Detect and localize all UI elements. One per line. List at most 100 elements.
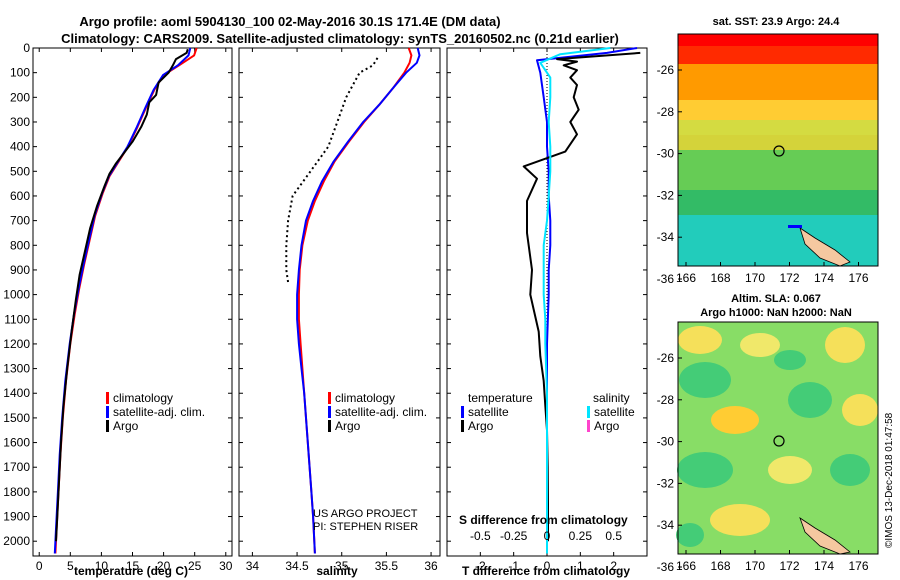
sla-blob [740,333,780,357]
sla-blob [830,454,870,486]
depth-tick-label: 1400 [3,386,30,400]
legend-swatch-s-argo [587,420,590,432]
sla-blob [788,382,832,418]
map-y-tick-label: -28 [657,393,675,407]
legend-s-argo: Argo [594,419,620,433]
title-line2: Climatology: CARS2009. Satellite-adjuste… [61,31,619,46]
map-x-tick-label: 172 [779,559,799,573]
x-tick-label: 0 [544,559,551,573]
legend-swatch-climatology [328,392,331,404]
sst-land [799,227,851,267]
temperature-legend: climatology satellite-adj. clim. Argo [106,391,205,433]
depth-tick-label: 2000 [3,534,30,548]
legend-argo: Argo [113,419,139,433]
legend-temperature-title: temperature [468,391,533,405]
x-tick-label: 34.5 [285,559,309,573]
depth-tick-label: 1600 [3,436,30,450]
sla-blob [825,327,865,363]
credit-line2: PI: STEPHEN RISER [313,521,418,533]
map-x-tick-label: 176 [848,271,868,285]
salinity-legend: climatology satellite-adj. clim. Argo [328,391,427,433]
s-difference-ticks: -0.5 -0.25 0 0.25 0.5 [470,529,622,543]
sst-map [677,33,879,267]
depth-tick-label: 600 [10,189,30,203]
series-line-s-satellite [539,47,611,554]
sla-map-title2: Argo h1000: NaN h2000: NaN [700,307,852,319]
x-tick-label: 30 [219,559,233,573]
sla-blob [774,350,806,370]
legend-swatch-argo [328,420,331,432]
x-tick-label: 1 [577,559,584,573]
imos-stamp: ©IMOS 13-Dec-2018 01:47:58 [884,412,895,548]
sla-blob [676,523,704,547]
s-diff-tick-label: 0.25 [569,529,593,543]
x-tick-label: 5 [67,559,74,573]
sla-blob [842,394,878,426]
map-x-tick-label: 174 [814,559,834,573]
map-x-tick-label: 172 [779,271,799,285]
map-x-tick-label: 174 [814,271,834,285]
depth-tick-label: 800 [10,238,30,252]
legend-swatch-satellite [106,406,109,418]
sla-blob [711,406,759,434]
sla-blob [679,362,731,398]
map-y-tick-label: -28 [657,105,675,119]
series-line-argo [285,57,379,283]
credit-line1: US ARGO PROJECT [313,508,418,520]
x-tick-label: -2 [475,559,486,573]
sla-blob [768,456,812,484]
x-tick-label: -1 [508,559,519,573]
legend-s-satellite: satellite [594,405,635,419]
sst-transition-band [678,120,878,155]
s-diff-tick-label: -0.5 [470,529,491,543]
series-line-argo [55,48,189,542]
s-diff-tick-label: 0.5 [605,529,622,543]
depth-tick-label: 200 [10,90,30,104]
sst-hot-band [678,34,878,46]
map-y-tick-label: -36 [657,272,675,286]
sla-blob [710,504,770,536]
depth-tick-labels: 0 100 200 300 400 500 600 700 800 900 1000 1100 1200… [3,41,30,548]
sla-blob [677,452,733,488]
depth-tick-label: 900 [10,263,30,277]
series-line-t-argo [522,51,641,542]
sla-map [676,321,879,555]
series-line-satellite-adj-clim- [296,47,421,554]
sla-map-title: Altim. SLA: 0.067 [731,293,821,305]
sla-land [799,516,851,555]
depth-tick-label: 1300 [3,362,30,376]
temperature-panel: 0 5 10 15 20 25 30 [32,47,233,573]
legend-swatch-argo [106,420,109,432]
map-y-tick-label: -30 [657,435,675,449]
map-y-tick-label: -26 [657,63,675,77]
salinity-panel: 34 34.5 35 35.5 36 [238,47,441,573]
sst-blue-mark [788,225,802,228]
sst-map-ticks: 166 168 170 172 174 176 -26 -28 -30 -32 -34 -36 [657,63,869,286]
temperature-xlabel: temperature (deg C) [74,564,188,578]
sla-map-frame [677,321,879,555]
map-x-tick-label: 166 [676,271,696,285]
map-x-tick-label: 170 [745,559,765,573]
difference-panel: -2 -1 0 1 2 [446,47,648,573]
difference-legend: temperature satellite Argo salinity sate… [461,391,635,433]
plot-frame [238,47,441,557]
depth-tick-label: 300 [10,115,30,129]
map-y-tick-label: -30 [657,147,675,161]
map-x-tick-label: 170 [745,271,765,285]
legend-swatch-t-argo [461,420,464,432]
x-tick-label: 36 [424,559,438,573]
map-x-tick-label: 176 [848,559,868,573]
sst-map-frame [677,33,879,267]
legend-satellite: satellite-adj. clim. [335,405,427,419]
plot-frame [32,47,233,557]
map-y-tick-label: -36 [657,560,675,574]
map-x-tick-label: 166 [676,559,696,573]
map-x-tick-label: 168 [710,559,730,573]
depth-tick-label: 1800 [3,485,30,499]
depth-tick-label: 0 [23,41,30,55]
x-tick-label: 25 [188,559,202,573]
sst-cold-band [678,215,878,266]
depth-tick-label: 500 [10,164,30,178]
legend-salinity-title: salinity [593,391,630,405]
